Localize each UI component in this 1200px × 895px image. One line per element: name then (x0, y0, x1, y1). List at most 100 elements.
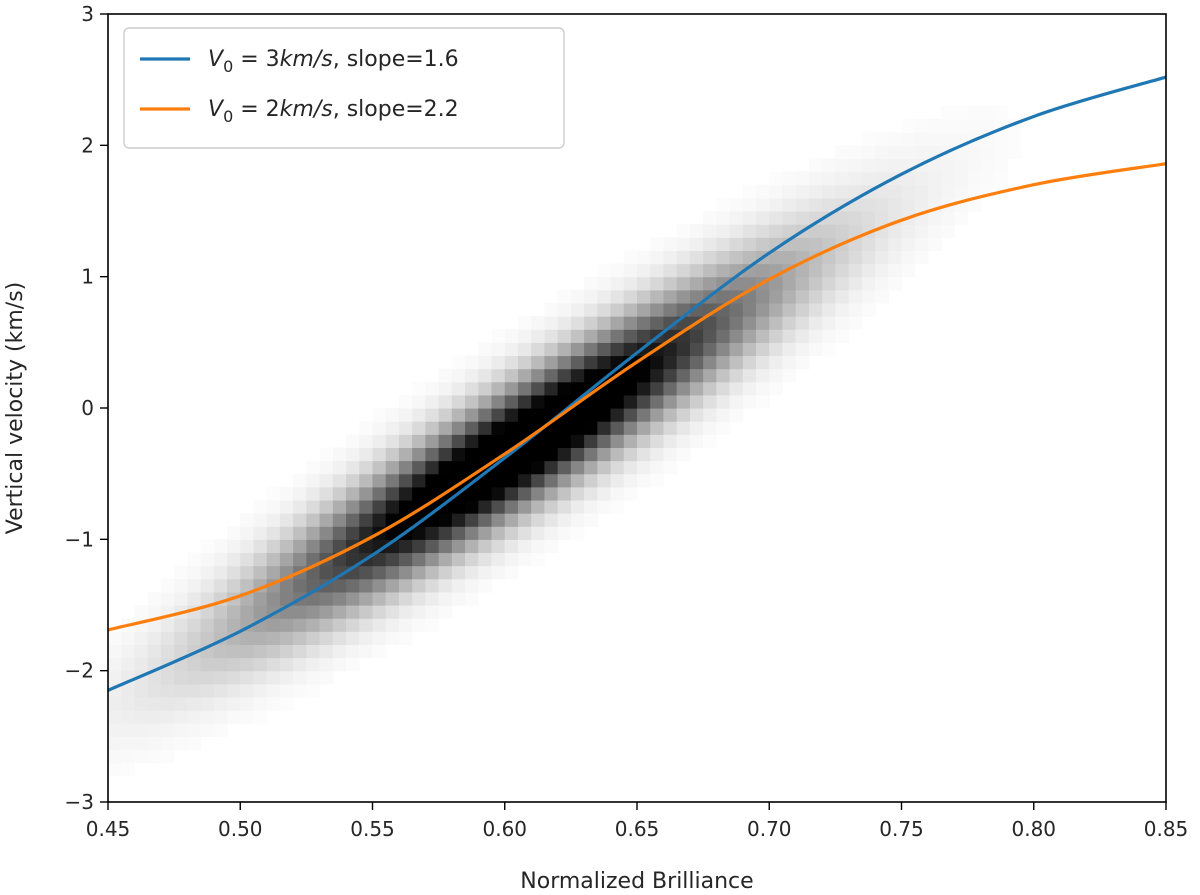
heatmap-cell (332, 447, 347, 462)
heatmap-cell (451, 591, 466, 606)
heatmap-cell (451, 552, 466, 567)
heatmap-cell (954, 119, 969, 133)
heatmap-cell (517, 355, 532, 370)
heatmap-cell (901, 250, 916, 265)
heatmap-cell (716, 381, 731, 396)
heatmap-cell (557, 394, 572, 409)
heatmap-cell (795, 171, 810, 186)
heatmap-cell (822, 276, 836, 291)
heatmap-cell (782, 250, 797, 265)
heatmap-cell (716, 289, 731, 304)
heatmap-cell (385, 447, 400, 462)
heatmap-cell (478, 526, 493, 540)
heatmap-cell (147, 749, 162, 764)
heatmap-cell (359, 460, 374, 475)
heatmap-cell (108, 631, 122, 645)
heatmap-cell (716, 408, 731, 422)
y-tick-label: 1 (81, 265, 94, 289)
heatmap-cell (623, 486, 638, 501)
heatmap-cell (994, 171, 1008, 186)
heatmap-cell (187, 683, 202, 698)
heatmap-cell (742, 342, 757, 357)
heatmap-cell (914, 224, 929, 238)
heatmap-cell (517, 552, 532, 567)
y-tick-label: −3 (65, 790, 94, 814)
heatmap-cell (412, 618, 426, 632)
heatmap-cell (584, 289, 598, 304)
heatmap-cell (385, 631, 400, 645)
heatmap-cell (703, 434, 717, 448)
heatmap-cell (504, 526, 519, 540)
heatmap-cell (808, 263, 823, 278)
heatmap-cell (901, 145, 916, 160)
heatmap-cell (517, 421, 532, 435)
heatmap-cell (174, 578, 188, 593)
heatmap-cell (676, 276, 691, 291)
heatmap-cell (795, 263, 810, 278)
legend-entry-2: V0 = 2km/s, slope=2.2 (208, 97, 459, 126)
heatmap-cell (597, 473, 612, 488)
heatmap-cell (861, 250, 876, 265)
heatmap-cell (504, 408, 519, 422)
heatmap-cell (531, 539, 546, 554)
heatmap-cell (319, 591, 334, 606)
heatmap-cell (266, 539, 281, 554)
heatmap-cell (253, 710, 268, 724)
heatmap-cell (941, 211, 955, 225)
heatmap-cell (756, 342, 770, 357)
heatmap-cell (729, 342, 744, 357)
heatmap-cell (491, 421, 506, 435)
heatmap-cell (941, 132, 955, 146)
heatmap-cell (848, 263, 863, 278)
heatmap-cell (293, 552, 307, 567)
heatmap-cell (398, 552, 413, 567)
heatmap-cell (623, 329, 638, 343)
heatmap-cell (332, 499, 347, 514)
heatmap-cell (451, 355, 466, 370)
heatmap-cell (319, 618, 334, 632)
heatmap-cell (319, 670, 334, 685)
heatmap-cell (650, 302, 665, 317)
heatmap-cell (544, 499, 559, 514)
heatmap-cell (227, 644, 241, 659)
heatmap-cell (954, 105, 969, 120)
heatmap-cell (517, 526, 532, 540)
heatmap-cell (451, 381, 466, 396)
heatmap-cell (332, 657, 347, 672)
x-tick-label: 0.80 (1011, 817, 1056, 841)
heatmap-cell (716, 421, 731, 435)
x-axis: 0.45 0.50 0.55 0.60 0.65 0.70 0.75 0.80 0.85 (86, 802, 1188, 841)
heatmap-cell (769, 302, 784, 317)
heatmap-cell (888, 184, 903, 199)
heatmap-cell (927, 158, 942, 173)
heatmap-cell (385, 460, 400, 475)
heatmap-cell (637, 250, 651, 265)
heatmap-cell (332, 618, 347, 632)
heatmap-cell (425, 408, 440, 422)
heatmap-cell (729, 237, 744, 251)
y-tick-label: −2 (65, 659, 94, 683)
heatmap-cell (279, 591, 294, 606)
y-tick-label: −1 (65, 527, 94, 551)
heatmap-cell (584, 355, 598, 370)
heatmap-cell (491, 473, 506, 488)
heatmap-cell (279, 631, 294, 645)
heatmap-cell (637, 421, 651, 435)
heatmap-cell (465, 434, 479, 448)
heatmap-cell (213, 657, 228, 672)
heatmap-cell (227, 565, 241, 580)
heatmap-cell (227, 657, 241, 672)
heatmap-cell (557, 447, 572, 462)
heatmap-cell (121, 683, 136, 698)
heatmap-cell (385, 434, 400, 448)
heatmap-cell (795, 197, 810, 212)
heatmap-cell (769, 276, 784, 291)
heatmap-cell (266, 618, 281, 632)
heatmap-cell (504, 499, 519, 514)
heatmap-cell (174, 696, 188, 711)
heatmap-cell (332, 513, 347, 527)
heatmap-cell (478, 355, 493, 370)
heatmap-cell (160, 670, 175, 685)
heatmap-cell (293, 486, 307, 501)
heatmap-cell (808, 342, 823, 357)
